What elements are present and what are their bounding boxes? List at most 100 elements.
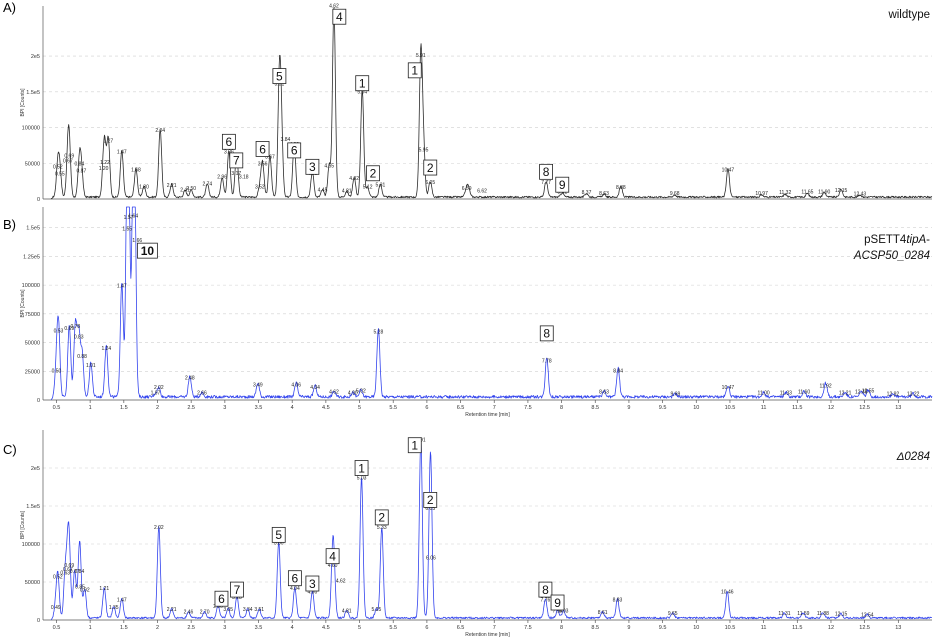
- compound-number: 2: [378, 511, 385, 525]
- compound-box-label: 5: [271, 526, 286, 543]
- x-tick-label: 7.5: [524, 405, 532, 411]
- y-tick-label: 1.25e5: [23, 254, 40, 260]
- peak-label: 8.84: [613, 369, 623, 375]
- peak-label: 6.59: [462, 186, 472, 192]
- x-tick-label: 8.5: [591, 405, 599, 411]
- x-tick-label: 12.5: [859, 405, 870, 411]
- peak-label: 2.50: [186, 186, 196, 192]
- peak-label: 12.15: [835, 612, 848, 618]
- compound-number: 3: [309, 160, 316, 174]
- peak-label: 3.18: [239, 174, 249, 180]
- x-tick-label: 2.5: [187, 405, 195, 411]
- compound-box-label: 7: [229, 152, 244, 169]
- strain-label-line2: ACSP50_0284: [853, 250, 930, 262]
- compound-box-label: 8: [538, 581, 553, 598]
- compound-number: 2: [370, 167, 377, 181]
- peak-label: 11.65: [801, 189, 813, 195]
- peak-label: 7.78: [542, 358, 552, 364]
- peak-label: 3.56: [258, 162, 268, 168]
- peak-label: 4.04: [290, 586, 300, 592]
- compound-number: 5: [276, 69, 283, 83]
- peak-label: 13.22: [907, 392, 920, 398]
- peak-label: 7.94: [553, 609, 563, 615]
- compound-box-label: 6: [287, 570, 302, 587]
- peak-label: 0.85: [75, 584, 85, 590]
- peak-label: 4.06: [291, 383, 301, 389]
- compound-number: 6: [291, 144, 298, 158]
- compound-number: 4: [329, 549, 336, 563]
- x-tick-label: 11.5: [792, 405, 802, 411]
- panel-letter: B): [3, 217, 16, 232]
- peak-label: 1.47: [117, 284, 127, 290]
- compound-box: [272, 68, 287, 84]
- peak-label: 8.63: [599, 191, 609, 197]
- peak-label: 1.97: [151, 391, 161, 397]
- compound-box-label: 6: [221, 133, 236, 150]
- x-tick-label: 5: [358, 625, 361, 631]
- compound-box: [539, 325, 554, 342]
- x-tick-label: 7: [493, 625, 496, 631]
- x-tick-label: 3: [223, 625, 226, 631]
- peak-label: 4.55: [324, 164, 334, 170]
- compound-box: [332, 8, 347, 25]
- chromatogram-trace: [50, 440, 933, 621]
- x-tick-label: 6.5: [457, 405, 465, 411]
- peak-label: 1.20: [99, 166, 109, 172]
- peak-label: 10.97: [755, 191, 768, 197]
- compound-number: 1: [411, 64, 418, 78]
- chromatogram-trace: [50, 7, 933, 200]
- peak-label: 4.92: [349, 176, 359, 182]
- x-tick-label: 9.5: [659, 625, 667, 631]
- compound-box-label: 9: [555, 176, 570, 193]
- peak-label: 3.49: [253, 383, 263, 389]
- y-tick-label: 50000: [25, 341, 40, 347]
- peak-label: 1.47: [117, 597, 127, 603]
- peak-label: 6.05: [425, 506, 435, 512]
- peak-label: 10.46: [721, 590, 734, 596]
- peak-label: 2.02: [154, 525, 164, 531]
- x-tick-label: 10: [693, 405, 699, 411]
- compound-box: [354, 460, 369, 476]
- y-tick-label: 2e5: [31, 466, 40, 472]
- peak-label: 4.45: [318, 187, 328, 193]
- peak-label: 4.34: [310, 385, 320, 391]
- peak-label: 0.67: [63, 567, 73, 573]
- x-tick-label: 5.5: [389, 405, 397, 411]
- y-tick-label: 0: [37, 398, 40, 404]
- chromatogram-trace: [50, 206, 933, 401]
- compound-box: [407, 437, 422, 454]
- compound-box-label: 1: [407, 62, 422, 79]
- peak-label: 9.65: [668, 611, 678, 617]
- peak-label: 5.03: [357, 476, 367, 482]
- peak-label: 7.76: [541, 597, 551, 603]
- peak-label: 3.80: [274, 540, 284, 546]
- peak-label: 0.50: [52, 369, 62, 375]
- compound-box-label: 4: [332, 8, 347, 25]
- peak-label: 5.04: [357, 89, 367, 95]
- x-axis-title: Retention time [min]: [465, 412, 510, 418]
- compound-number: 6: [259, 142, 266, 156]
- x-tick-label: 7: [493, 405, 496, 411]
- peak-label: 9.69: [671, 392, 681, 398]
- y-tick-label: 75000: [25, 312, 40, 318]
- peak-label: 3.51: [254, 607, 264, 613]
- compound-number: 10: [141, 244, 155, 258]
- compound-box-label: 10: [136, 242, 158, 259]
- y-tick-label: 50000: [25, 161, 40, 167]
- peak-label: 11.90: [818, 189, 830, 195]
- peak-label: 4.62: [329, 389, 339, 395]
- x-tick-label: 12: [828, 405, 834, 411]
- peak-label: 11.92: [820, 384, 832, 390]
- x-tick-label: 11: [761, 625, 767, 631]
- peak-label: 0.88: [77, 354, 87, 360]
- peak-label: 2.96: [217, 174, 227, 180]
- compound-number: 6: [292, 572, 299, 586]
- peak-label: 6.05: [425, 180, 435, 186]
- compound-number: 1: [411, 439, 418, 453]
- panel-letter: C): [3, 442, 17, 457]
- y-tick-label: 1.5e5: [26, 504, 40, 510]
- x-tick-label: 3.5: [255, 625, 263, 631]
- peak-label: 7.77: [541, 180, 551, 186]
- compound-box-label: 5: [272, 68, 287, 84]
- peak-label: 0.52: [53, 574, 63, 580]
